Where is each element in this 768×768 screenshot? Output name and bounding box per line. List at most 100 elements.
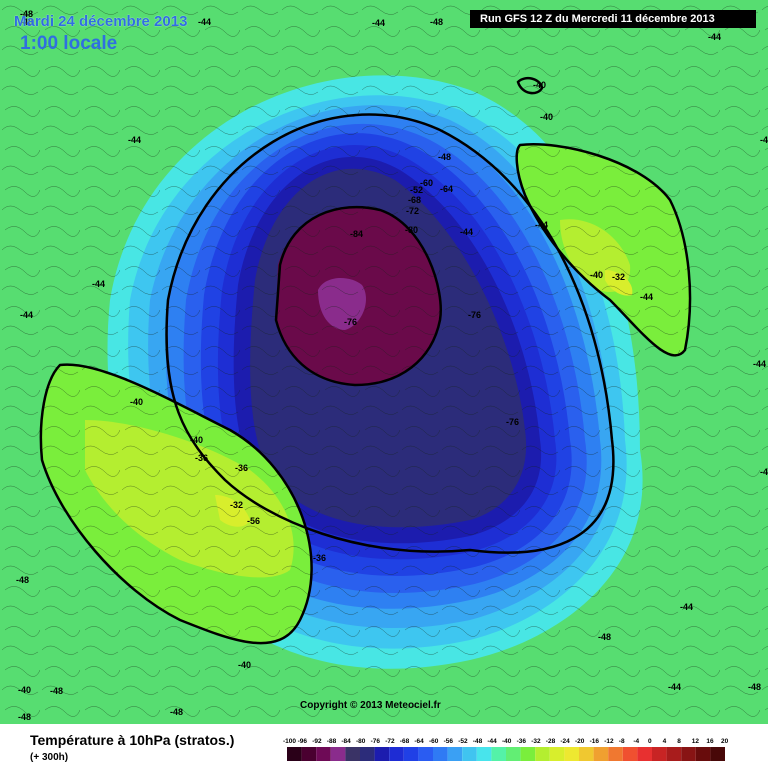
scale-labels: -100 -96 -92 -88 -84 -80 -76 -72 -68 -64 -60 -56 -52… <box>283 738 729 745</box>
scale-label: -8 <box>619 738 625 745</box>
isotherm-label: -40 <box>540 112 553 122</box>
isotherm-label: -48 <box>50 686 63 696</box>
isotherm-label: -44 <box>198 17 211 27</box>
isotherm-label: -36 <box>235 463 248 473</box>
scale-label: -84 <box>341 738 351 745</box>
isotherm-label: -44 <box>708 32 721 42</box>
map-footer: Température à 10hPa (stratos.) (+ 300h) … <box>0 724 768 768</box>
scale-swatch <box>535 747 550 761</box>
scale-label: -40 <box>502 738 512 745</box>
isotherm-label: -44 <box>680 602 693 612</box>
isotherm-label: -48 <box>18 712 31 722</box>
isotherm-label: -44 <box>372 18 385 28</box>
scale-swatch <box>666 747 682 761</box>
scale-label: 8 <box>677 738 681 745</box>
scale-swatch <box>360 747 375 761</box>
scale-swatch <box>579 747 594 761</box>
scale-swatch <box>301 747 317 761</box>
scale-swatch <box>622 747 638 761</box>
scale-label: -88 <box>327 738 337 745</box>
isotherm-label: -40 <box>533 80 546 90</box>
scale-swatch <box>316 747 331 761</box>
scale-label: 12 <box>692 738 700 745</box>
isotherm-label: -40 <box>190 435 203 445</box>
scale-swatch <box>287 747 302 761</box>
scale-swatch <box>710 747 725 761</box>
scale-label: -100 <box>283 738 296 745</box>
isotherm-label: -76 <box>344 317 357 327</box>
isotherm-label: -44 <box>460 227 473 237</box>
isotherm-label: -40 <box>590 270 603 280</box>
isotherm-label: -44 <box>760 135 768 145</box>
isotherm-label: -32 <box>612 272 625 282</box>
isotherm-label: -48 <box>748 682 761 692</box>
scale-label: -20 <box>575 738 585 745</box>
scale-swatch <box>330 747 346 761</box>
scale-swatch <box>345 747 360 761</box>
isotherm-label: -40 <box>130 397 143 407</box>
scale-label: -48 <box>473 738 483 745</box>
isotherm-label: -64 <box>440 184 453 194</box>
scale-label: 20 <box>721 738 729 745</box>
forecast-lead-time: (+ 300h) <box>30 752 69 763</box>
scale-swatch <box>506 747 521 761</box>
scale-label: -32 <box>531 738 541 745</box>
scale-label: -68 <box>400 738 410 745</box>
scale-swatch <box>433 747 448 761</box>
isotherm-label: -52 <box>410 185 423 195</box>
isotherm-label: -44 <box>128 135 141 145</box>
scale-swatch <box>593 747 609 761</box>
scale-swatch <box>681 747 696 761</box>
scale-label: 16 <box>706 738 714 745</box>
scale-label: -72 <box>385 738 395 745</box>
scale-swatch <box>695 747 711 761</box>
scale-swatch <box>608 747 623 761</box>
isotherm-label: -48 <box>760 467 768 477</box>
isotherm-label: -40 <box>18 685 31 695</box>
scale-label: 0 <box>648 738 652 745</box>
isotherm-label: -36 <box>313 553 326 563</box>
scale-label: -60 <box>429 738 439 745</box>
scale-label: 4 <box>663 738 667 745</box>
isotherm-label: -40 <box>238 660 251 670</box>
scale-label: -16 <box>590 738 600 745</box>
scale-label: -28 <box>546 738 556 745</box>
isotherm-label: -32 <box>230 500 243 510</box>
isotherm-label: -80 <box>405 225 418 235</box>
map-title: Température à 10hPa (stratos.) <box>30 732 235 748</box>
temperature-color-scale: -100 -96 -92 -88 -84 -80 -76 -72 -68 -64 -60 -56 -52… <box>283 738 729 761</box>
scale-label: -96 <box>298 738 308 745</box>
scale-label: -56 <box>444 738 454 745</box>
coastline-overlay <box>0 0 768 724</box>
isotherm-label: -48 <box>16 575 29 585</box>
scale-swatch <box>637 747 652 761</box>
isotherm-label: -84 <box>350 229 363 239</box>
isotherm-label: -48 <box>170 707 183 717</box>
isotherm-label: -76 <box>468 310 481 320</box>
isotherm-label: -68 <box>408 195 421 205</box>
forecast-local-hour: 1:00 locale <box>20 33 118 54</box>
scale-swatch <box>652 747 667 761</box>
isotherm-label: -36 <box>195 453 208 463</box>
forecast-date: Mardi 24 décembre 2013 <box>14 13 188 30</box>
isotherm-label: -44 <box>20 310 33 320</box>
isotherm-label: -60 <box>420 178 433 188</box>
isotherm-label: -76 <box>506 417 519 427</box>
scale-swatch <box>418 747 433 761</box>
isotherm-label: -44 <box>535 220 548 230</box>
scale-label: -44 <box>487 738 497 745</box>
isotherm-label: -48 <box>430 17 443 27</box>
stratosphere-temperature-map: -44 -44 -44 -44 -44 -44 -44 -44 -44 -44 -44 -44 -44 -… <box>0 0 768 724</box>
scale-label: -80 <box>356 738 366 745</box>
scale-swatch <box>549 747 565 761</box>
scale-label: -92 <box>312 738 322 745</box>
scale-label: -76 <box>371 738 381 745</box>
isotherm-label: -44 <box>640 292 653 302</box>
isotherm-label: -48 <box>438 152 451 162</box>
model-run-banner: Run GFS 12 Z du Mercredi 11 décembre 201… <box>470 10 756 28</box>
map-canvas: -44 -44 -44 -44 -44 -44 -44 -44 -44 -44 -44 -44 -44 -… <box>0 0 768 724</box>
isotherm-label: -48 <box>598 632 611 642</box>
scale-swatch <box>374 747 390 761</box>
isotherm-label: -44 <box>668 682 681 692</box>
